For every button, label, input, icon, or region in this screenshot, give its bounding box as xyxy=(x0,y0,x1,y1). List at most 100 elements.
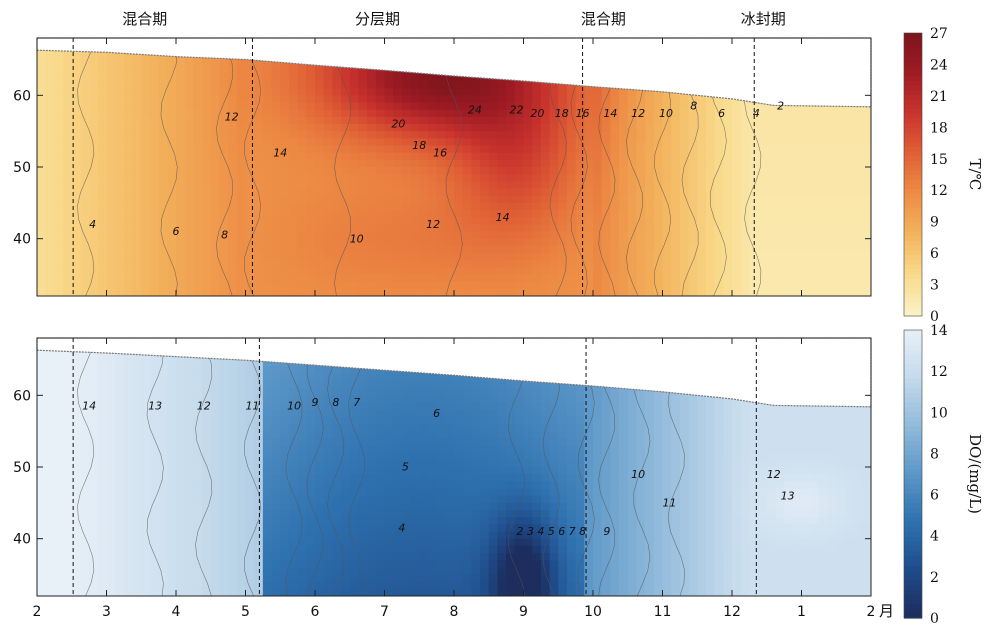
field-cell xyxy=(610,288,620,296)
field-cell xyxy=(115,409,125,418)
field-cell xyxy=(705,245,716,254)
field-cell xyxy=(97,267,108,276)
field-cell xyxy=(45,174,55,182)
field-cell xyxy=(306,431,316,439)
field-cell xyxy=(358,431,368,439)
field-cell xyxy=(89,188,99,197)
field-cell xyxy=(818,195,829,204)
field-cell xyxy=(471,267,481,276)
field-cell xyxy=(123,138,134,147)
field-cell xyxy=(54,95,64,104)
field-cell xyxy=(766,188,777,197)
field-cell xyxy=(306,159,316,168)
field-cell xyxy=(245,545,255,554)
contour-label-3: 12 xyxy=(225,110,239,123)
field-cell xyxy=(167,560,177,568)
field-cell xyxy=(619,238,629,247)
field-cell xyxy=(367,510,377,518)
field-cell xyxy=(193,109,203,118)
field-cell xyxy=(254,174,264,182)
field-cell xyxy=(141,224,151,233)
field-cell xyxy=(37,210,47,218)
field-cell xyxy=(254,452,264,461)
field-cell xyxy=(45,452,55,461)
field-cell xyxy=(219,81,229,89)
field-cell xyxy=(262,524,273,533)
field-cell xyxy=(844,109,855,118)
field-cell xyxy=(497,81,507,89)
field-cell xyxy=(575,238,585,247)
field-cell xyxy=(158,574,168,583)
field-cell xyxy=(45,109,55,118)
field-cell xyxy=(862,181,871,190)
field-cell xyxy=(523,267,533,276)
field-cell xyxy=(288,538,299,547)
field-cell xyxy=(54,553,64,561)
field-cell xyxy=(480,159,490,168)
field-cell xyxy=(71,224,82,233)
field-cell xyxy=(288,395,299,404)
field-cell xyxy=(566,231,577,240)
field-cell xyxy=(202,274,212,283)
field-cell xyxy=(115,181,125,190)
field-cell xyxy=(853,267,863,276)
field-cell xyxy=(106,131,116,139)
field-cell xyxy=(280,288,290,296)
field-cell xyxy=(445,260,455,268)
field-cell xyxy=(141,474,151,482)
field-cell xyxy=(375,431,386,439)
field-cell xyxy=(288,174,299,182)
field-cell xyxy=(462,260,472,268)
field-cell xyxy=(288,88,299,96)
field-cell xyxy=(288,488,299,497)
field-cell xyxy=(167,152,177,161)
field-cell xyxy=(315,388,325,396)
field-cell xyxy=(254,281,264,290)
field-cell xyxy=(89,352,99,361)
field-cell xyxy=(375,66,386,75)
field-cell xyxy=(210,245,221,254)
field-cell xyxy=(488,245,499,254)
field-cell xyxy=(132,73,142,82)
field-cell xyxy=(315,581,325,590)
field-cell xyxy=(236,395,247,404)
field-cell xyxy=(758,167,768,175)
field-cell xyxy=(219,195,229,204)
field-cell xyxy=(45,267,55,276)
field-cell xyxy=(540,145,551,154)
field-cell xyxy=(810,152,820,161)
field-cell xyxy=(653,231,664,240)
field-cell xyxy=(471,188,481,197)
field-cell xyxy=(601,95,611,104)
field-cell xyxy=(193,195,203,204)
field-cell xyxy=(427,181,438,190)
field-cell xyxy=(176,245,186,254)
field-cell xyxy=(158,231,168,240)
field-cell xyxy=(80,66,90,75)
field-cell xyxy=(323,560,333,568)
field-cell xyxy=(149,438,160,447)
field-cell xyxy=(462,188,472,197)
field-cell xyxy=(80,181,90,190)
field-cell xyxy=(844,131,855,139)
field-cell xyxy=(184,174,194,182)
field-cell xyxy=(367,159,377,168)
field-cell xyxy=(367,395,377,404)
field-cell xyxy=(202,253,212,261)
field-cell xyxy=(853,202,863,211)
field-cell xyxy=(315,231,325,240)
field-cell xyxy=(853,210,863,218)
field-cell xyxy=(193,424,203,432)
field-cell xyxy=(54,474,64,482)
field-cell xyxy=(445,288,455,296)
field-cell xyxy=(202,288,212,296)
field-cell xyxy=(80,395,90,404)
field-cell xyxy=(123,467,134,475)
field-cell xyxy=(367,467,377,475)
field-cell xyxy=(558,260,568,268)
field-cell xyxy=(384,373,394,382)
field-cell xyxy=(367,281,377,290)
field-cell xyxy=(653,224,664,233)
field-cell xyxy=(202,138,212,147)
